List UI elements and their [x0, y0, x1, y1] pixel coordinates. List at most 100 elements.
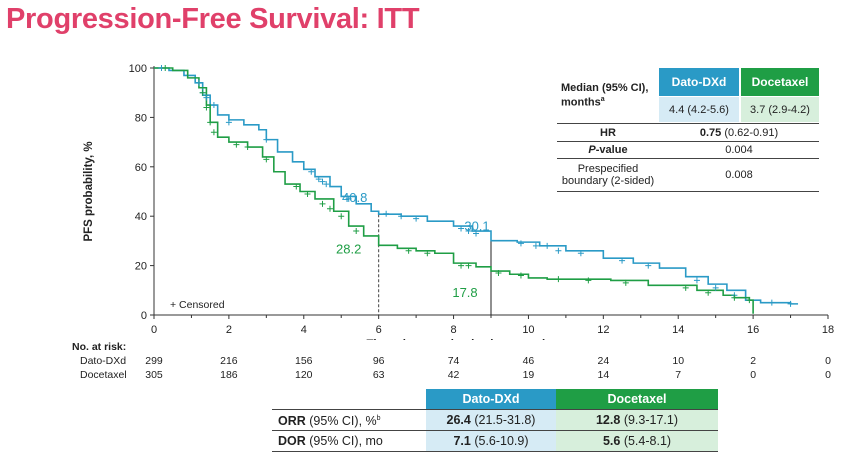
- bottom-header-docetaxel: Docetaxel: [556, 389, 718, 409]
- censor-mark: [398, 213, 405, 220]
- at-risk-row-label: Dato-DXd: [80, 355, 127, 367]
- x-tick-label: 8: [450, 324, 456, 336]
- x-tick-label: 4: [301, 324, 307, 336]
- censor-mark: [210, 102, 217, 109]
- censor-mark: [705, 289, 712, 296]
- censor-mark: [319, 200, 326, 207]
- at-risk-count: 46: [522, 355, 535, 367]
- orr-dato-ci: (21.5-31.8): [474, 413, 536, 427]
- x-tick-label: 0: [151, 324, 157, 336]
- censor-mark: [532, 242, 539, 249]
- at-risk-count: 10: [672, 355, 685, 367]
- censor-mark: [263, 136, 270, 143]
- x-tick-label: 2: [226, 324, 232, 336]
- censor-mark: [203, 104, 210, 111]
- at-risk-count: 7: [675, 369, 682, 381]
- y-axis-label: PFS probability, %: [83, 141, 95, 241]
- divider: [557, 158, 819, 159]
- censor-mark: [465, 228, 472, 235]
- median-dato-value: 4.4 (4.2-5.6): [659, 97, 739, 122]
- median-doce-value: 3.7 (2.9-4.2): [741, 97, 819, 122]
- header-dato-dxd: Dato-DXd: [659, 68, 739, 96]
- bottom-header-dato-dxd: Dato-DXd: [426, 389, 556, 409]
- at-risk-count: 299: [145, 355, 163, 367]
- censor-mark: [787, 300, 794, 307]
- dor-label-bold: DOR: [278, 434, 306, 448]
- censor-mark: [195, 79, 202, 86]
- pvalue-label-rest: -value: [595, 144, 628, 156]
- median-label: Median (95% CI), monthsa: [557, 68, 659, 122]
- censor-mark: [619, 257, 626, 264]
- hr-value: 0.75 (0.62-0.91): [659, 124, 819, 141]
- censor-mark: [555, 276, 562, 283]
- censor-mark: [326, 205, 333, 212]
- censor-mark: [544, 242, 551, 249]
- divider: [557, 123, 819, 124]
- hr-ci: (0.62-0.91): [724, 126, 779, 139]
- orr-doce-bold: 12.8: [595, 413, 621, 427]
- x-tick-label: 6: [376, 324, 382, 336]
- boundary-label: Prespecified boundary (2-sided): [561, 163, 655, 187]
- orr-label: ORR (95% CI), %b: [272, 410, 426, 430]
- y-tick-label: 100: [129, 63, 147, 75]
- chart-annotations: 40.8 30.1 28.2 17.8: [336, 190, 490, 300]
- orr-label-rest: (95% CI), %: [305, 414, 377, 429]
- orr-footnote: b: [376, 414, 381, 422]
- orr-doce-value: 12.8 (9.3-17.1): [556, 410, 718, 430]
- censor-mark: [473, 230, 480, 237]
- censor-mark: [622, 279, 629, 286]
- censor-mark: [233, 141, 240, 148]
- dor-dato-value: 7.1 (5.6-10.9): [426, 431, 556, 451]
- censor-mark: [731, 294, 738, 301]
- x-tick-label: 14: [672, 324, 684, 336]
- censor-mark: [458, 225, 465, 232]
- boundary-value: 0.008: [725, 169, 753, 181]
- censor-mark: [746, 297, 753, 304]
- censor-mark: [555, 247, 562, 254]
- censored-legend: + Censored: [170, 299, 225, 311]
- censor-mark: [319, 178, 326, 185]
- dor-dato-bold: 7.1: [453, 434, 471, 448]
- pvalue-label-italic: P: [588, 144, 596, 156]
- y-tick-label: 40: [135, 211, 147, 223]
- at-risk-count: 0: [750, 369, 757, 381]
- series-line-dato-dxd: [154, 67, 799, 305]
- censor-mark: [225, 119, 232, 126]
- censor-mark: [244, 144, 251, 151]
- chart-censor-marks: [158, 65, 794, 307]
- hr-label: HR: [600, 126, 616, 139]
- orr-dato-bold: 26.4: [446, 413, 471, 427]
- censor-mark: [645, 262, 652, 269]
- y-tick-label: 20: [135, 261, 147, 273]
- dor-dato-ci: (5.6-10.9): [474, 434, 529, 448]
- at-risk-count: 14: [597, 369, 610, 381]
- censor-mark: [405, 247, 412, 254]
- page-title: Progression-Free Survival: ITT: [6, 3, 420, 35]
- at-risk-count: 2: [750, 355, 757, 367]
- at-risk-count: 74: [447, 355, 460, 367]
- landmark-label: 40.8: [342, 190, 367, 205]
- orr-doce-ci: (9.3-17.1): [623, 413, 679, 427]
- divider: [272, 451, 718, 452]
- divider: [272, 430, 718, 431]
- censor-mark: [424, 250, 431, 257]
- censor-mark: [207, 119, 214, 126]
- censor-mark: [203, 94, 210, 101]
- pfs-km-chart: 0 20 40 60 80 100 0 2 4 6 8 10 12 14 16 18 Time since ra…: [83, 63, 834, 340]
- censor-mark: [682, 284, 689, 291]
- pvalue-label: P-value: [557, 142, 659, 158]
- censor-mark: [517, 272, 524, 279]
- at-risk-count: 63: [372, 369, 385, 381]
- landmark-label: 17.8: [452, 285, 477, 300]
- at-risk-row-label: Docetaxel: [80, 369, 127, 381]
- dor-doce-ci: (5.4-8.1): [623, 434, 672, 448]
- at-risk-count: 96: [372, 355, 385, 367]
- censor-mark: [768, 299, 775, 306]
- censor-mark: [293, 183, 300, 190]
- censor-mark: [693, 277, 700, 284]
- x-tick-label: 16: [747, 324, 759, 336]
- at-risk-count: 19: [522, 369, 535, 381]
- divider: [557, 141, 819, 142]
- divider: [557, 191, 819, 192]
- at-risk-count: 216: [220, 355, 238, 367]
